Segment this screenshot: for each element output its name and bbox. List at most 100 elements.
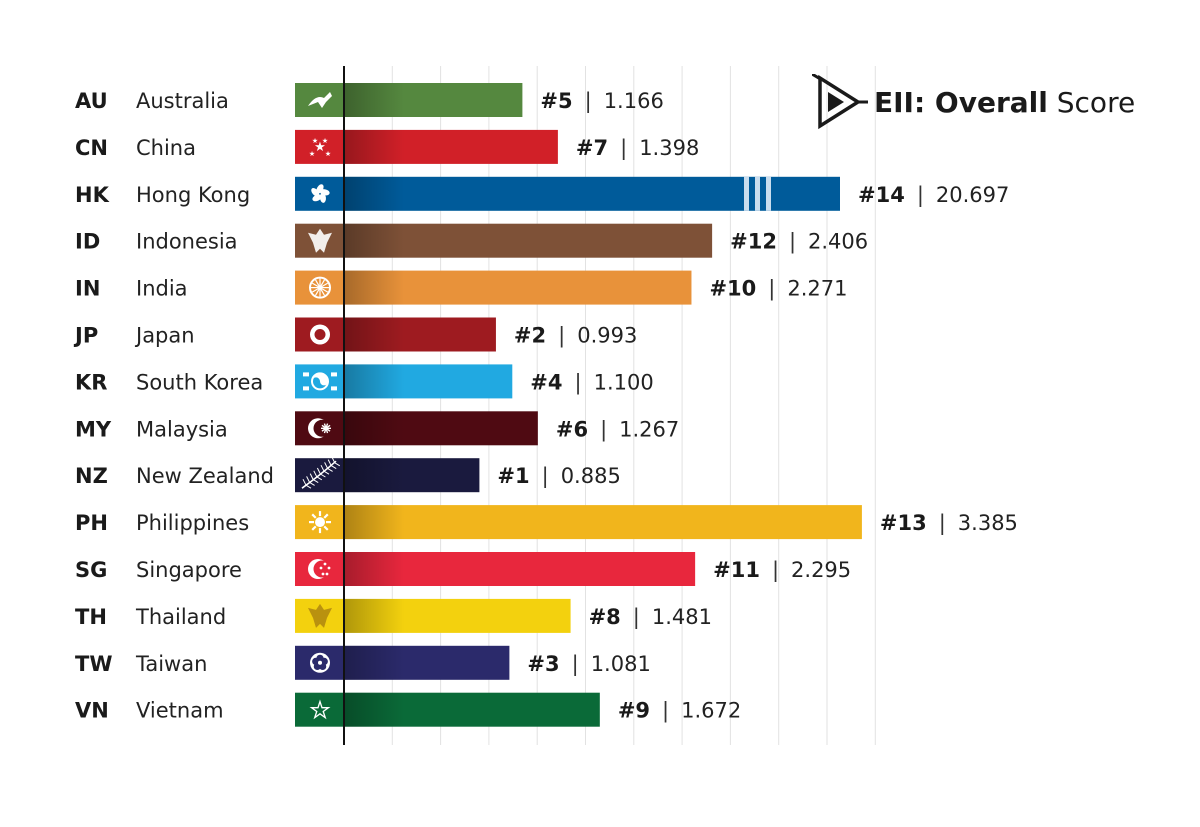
country-code: HK [75, 183, 110, 207]
country-name: South Korea [136, 370, 263, 394]
separator: | [542, 464, 549, 489]
svg-text:★: ★ [322, 137, 328, 145]
rank-label: #9 [618, 699, 650, 723]
score-label: 0.993 [577, 324, 637, 348]
plum-blossom-icon [310, 652, 330, 673]
silver-fern-icon [301, 456, 341, 489]
row-kr: KR South Korea #4 | 1.100 [75, 364, 654, 399]
country-name: Singapore [136, 558, 242, 582]
bar-shade [344, 458, 404, 493]
row-au: AU Australia #5 | 1.166 [75, 83, 664, 117]
row-cn: CN China ★★ ★★ ★ #7 | 1.398 [75, 129, 699, 164]
bar-shade [344, 83, 404, 117]
bar-shade [344, 598, 404, 633]
gridlines [391, 66, 876, 745]
kangaroo-icon [308, 92, 332, 108]
separator: | [575, 370, 582, 395]
rank-label: #13 [880, 511, 927, 535]
chakra-icon [309, 276, 331, 299]
country-code: JP [73, 324, 98, 348]
separator: | [789, 230, 796, 255]
svg-text:★: ★ [310, 699, 330, 724]
rank-label: #1 [497, 464, 529, 488]
row-hk: HK Hong Kong #14 | 20.697 [75, 176, 1009, 211]
bar-shade [344, 364, 404, 399]
country-name: China [136, 136, 196, 160]
bar-shade [344, 692, 404, 727]
country-code: KR [75, 370, 107, 394]
row-jp: JP Japan #2 | 0.993 [73, 317, 637, 352]
garuda-icon [308, 228, 332, 253]
data-label: #13 | 3.385 [880, 511, 1018, 536]
bar-my [295, 411, 538, 446]
row-sg: SG Singapore #11 | 2.295 [75, 552, 851, 586]
data-label: #14 | 20.697 [858, 183, 1009, 208]
bar-shade [344, 317, 404, 352]
data-label: #1 | 0.885 [497, 464, 620, 489]
rank-label: #14 [858, 183, 905, 207]
country-code: IN [75, 277, 100, 301]
country-code: TH [75, 605, 107, 629]
rank-label: #5 [540, 89, 572, 113]
data-label: #9 | 1.672 [618, 699, 741, 724]
data-label: #10 | 2.271 [709, 277, 847, 302]
score-label: 1.398 [639, 136, 699, 160]
bauhinia-icon [311, 184, 330, 203]
bar-shade [344, 176, 404, 211]
country-name: Malaysia [136, 417, 228, 441]
svg-text:★: ★ [312, 137, 318, 145]
row-vn: VN Vietnam ★ #9 | 1.672 [75, 692, 741, 727]
row-tw: TW Taiwan #3 | 1.081 [75, 645, 651, 680]
row-id: ID Indonesia #12 | 2.406 [75, 223, 868, 258]
axis-break-mark [766, 176, 771, 211]
stars-icon: ★★ ★★ ★ [309, 137, 331, 158]
country-code: SG [75, 558, 107, 582]
score-label: 1.481 [652, 605, 712, 629]
rank-label: #6 [556, 417, 588, 441]
country-name: New Zealand [136, 464, 274, 488]
bar-au [295, 83, 523, 117]
chart-title-bold: EII: Overall [874, 85, 1048, 119]
garuda-emblem-icon [308, 603, 332, 628]
chart-title: EII: Overall Score [874, 86, 1135, 119]
data-label: #2 | 0.993 [514, 324, 637, 349]
rank-label: #11 [713, 558, 760, 582]
separator: | [558, 324, 565, 349]
country-code: ID [75, 230, 100, 254]
crescent-star-icon [308, 418, 331, 439]
rank-label: #2 [514, 324, 546, 348]
data-label: #7 | 1.398 [576, 136, 699, 161]
row-ph: PH Philippines #13 | 3.385 [75, 505, 1018, 540]
data-label: #5 | 1.166 [540, 89, 663, 114]
score-label: 0.885 [561, 464, 621, 488]
axis-break-mark [755, 176, 760, 211]
data-label: #8 | 1.481 [589, 605, 712, 630]
separator: | [768, 277, 775, 302]
row-my: MY Malaysia #6 | 1.267 [75, 411, 679, 446]
data-label: #4 | 1.100 [530, 370, 653, 395]
separator: | [939, 511, 946, 536]
country-code: PH [75, 511, 108, 535]
separator: | [572, 652, 579, 677]
data-label: #11 | 2.295 [713, 558, 851, 583]
score-label: 2.406 [808, 230, 868, 254]
country-code: VN [75, 699, 109, 723]
country-name: Thailand [135, 605, 226, 629]
row-in: IN India #10 | 2.271 [75, 270, 847, 305]
score-label: 1.100 [594, 370, 654, 394]
bar-th [295, 598, 571, 633]
country-name: Hong Kong [136, 183, 250, 207]
separator: | [600, 417, 607, 442]
bar-shade [344, 552, 404, 586]
country-code: TW [75, 652, 113, 676]
score-label: 20.697 [936, 183, 1009, 207]
score-label: 2.295 [791, 558, 851, 582]
chart-legend: EII: Overall Score [812, 74, 1135, 130]
separator: | [772, 558, 779, 583]
rank-label: #4 [530, 370, 562, 394]
rank-label: #8 [589, 605, 621, 629]
country-code: CN [75, 136, 108, 160]
axis-break-mark [744, 176, 749, 211]
rank-label: #10 [709, 277, 756, 301]
